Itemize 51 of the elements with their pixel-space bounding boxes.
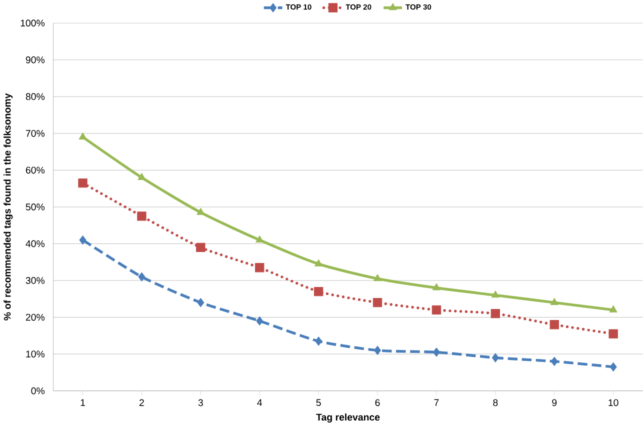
point xyxy=(374,274,382,282)
y-tick-label: 90% xyxy=(26,56,45,64)
point xyxy=(608,329,618,338)
point xyxy=(610,362,617,372)
x-axis-title: Tag relevance xyxy=(316,413,380,423)
point xyxy=(374,346,382,355)
point xyxy=(372,298,382,308)
point xyxy=(137,211,146,221)
point xyxy=(197,298,204,308)
y-tick-label: 100% xyxy=(20,20,45,26)
point xyxy=(550,320,559,330)
x-tick-label: 10 xyxy=(608,399,618,406)
x-tick-label: 5 xyxy=(316,399,321,406)
y-axis-title: % of recommended tags found in the folksonomy xyxy=(4,93,13,320)
point xyxy=(490,308,500,318)
point xyxy=(314,259,323,266)
point xyxy=(314,286,324,296)
point xyxy=(609,305,618,312)
x-tick-label: 3 xyxy=(198,399,203,406)
point xyxy=(315,336,322,346)
x-tick-label: 9 xyxy=(552,399,557,406)
point xyxy=(196,242,206,252)
point xyxy=(78,132,87,140)
point xyxy=(432,305,442,314)
y-tick-label: 50% xyxy=(26,203,45,210)
y-tick-label: 30% xyxy=(26,276,45,284)
point xyxy=(432,283,440,290)
x-tick-label: 8 xyxy=(493,399,498,406)
y-tick-label: 60% xyxy=(26,166,45,174)
y-tick-label: 40% xyxy=(26,240,45,248)
point xyxy=(79,235,86,245)
point xyxy=(550,298,558,305)
x-tick-label: 6 xyxy=(375,399,380,406)
y-tick-label: 70% xyxy=(26,130,45,137)
x-tick-label: 4 xyxy=(257,399,262,406)
point xyxy=(432,348,440,357)
point xyxy=(492,353,499,362)
y-tick-label: 0% xyxy=(31,387,45,394)
point xyxy=(138,272,146,282)
y-tick-label: 80% xyxy=(26,93,45,100)
y-tick-label: 10% xyxy=(26,350,45,358)
point xyxy=(256,316,264,326)
point xyxy=(255,262,264,272)
y-tick-label: 20% xyxy=(26,314,45,321)
point xyxy=(491,290,500,298)
point xyxy=(550,356,558,366)
x-tick-label: 7 xyxy=(434,399,439,406)
x-tick-label: 1 xyxy=(80,399,85,406)
point xyxy=(78,178,88,188)
point xyxy=(138,172,146,180)
x-tick-label: 2 xyxy=(140,399,144,406)
